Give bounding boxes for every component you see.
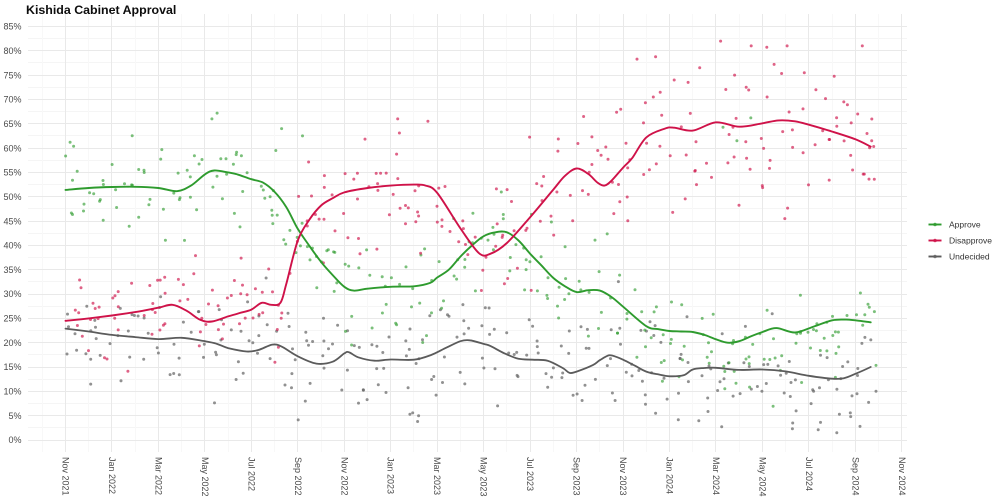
svg-text:60%: 60%: [3, 143, 21, 153]
svg-text:65%: 65%: [3, 119, 21, 129]
svg-text:75%: 75%: [3, 70, 21, 80]
svg-text:Undecided: Undecided: [949, 252, 990, 262]
svg-text:25%: 25%: [3, 314, 21, 324]
svg-text:Jan 2023: Jan 2023: [386, 457, 396, 494]
svg-text:Mar 2024: Mar 2024: [711, 457, 721, 495]
svg-text:Jul 2023: Jul 2023: [525, 457, 535, 491]
svg-text:Mar 2023: Mar 2023: [432, 457, 442, 495]
svg-text:Sep 2024: Sep 2024: [850, 457, 860, 496]
svg-text:5%: 5%: [8, 411, 21, 421]
svg-text:50%: 50%: [3, 192, 21, 202]
svg-text:May 2024: May 2024: [758, 457, 768, 497]
svg-text:10%: 10%: [3, 387, 21, 397]
svg-text:Jan 2022: Jan 2022: [107, 457, 117, 494]
svg-text:Disapprove: Disapprove: [949, 236, 992, 246]
svg-text:0%: 0%: [8, 435, 21, 445]
svg-text:40%: 40%: [3, 241, 21, 251]
svg-text:May 2022: May 2022: [200, 457, 210, 497]
svg-text:20%: 20%: [3, 338, 21, 348]
svg-text:Jan 2024: Jan 2024: [665, 457, 675, 494]
svg-text:45%: 45%: [3, 216, 21, 226]
svg-text:35%: 35%: [3, 265, 21, 275]
svg-text:Sep 2022: Sep 2022: [293, 457, 303, 496]
svg-text:Jul 2022: Jul 2022: [246, 457, 256, 491]
svg-text:Nov 2024: Nov 2024: [897, 457, 907, 496]
svg-text:70%: 70%: [3, 95, 21, 105]
svg-text:Sep 2023: Sep 2023: [572, 457, 582, 496]
svg-text:85%: 85%: [3, 22, 21, 32]
svg-text:Mar 2022: Mar 2022: [153, 457, 163, 495]
svg-text:Nov 2023: Nov 2023: [618, 457, 628, 496]
svg-text:Approve: Approve: [949, 220, 981, 230]
svg-text:May 2023: May 2023: [479, 457, 489, 497]
svg-text:Kishida Cabinet Approval: Kishida Cabinet Approval: [26, 3, 176, 17]
svg-text:Jul 2024: Jul 2024: [804, 457, 814, 491]
svg-text:55%: 55%: [3, 168, 21, 178]
svg-text:Nov 2022: Nov 2022: [339, 457, 349, 496]
svg-text:30%: 30%: [3, 289, 21, 299]
svg-text:Nov 2021: Nov 2021: [61, 457, 71, 496]
svg-text:15%: 15%: [3, 362, 21, 372]
svg-text:80%: 80%: [3, 46, 21, 56]
